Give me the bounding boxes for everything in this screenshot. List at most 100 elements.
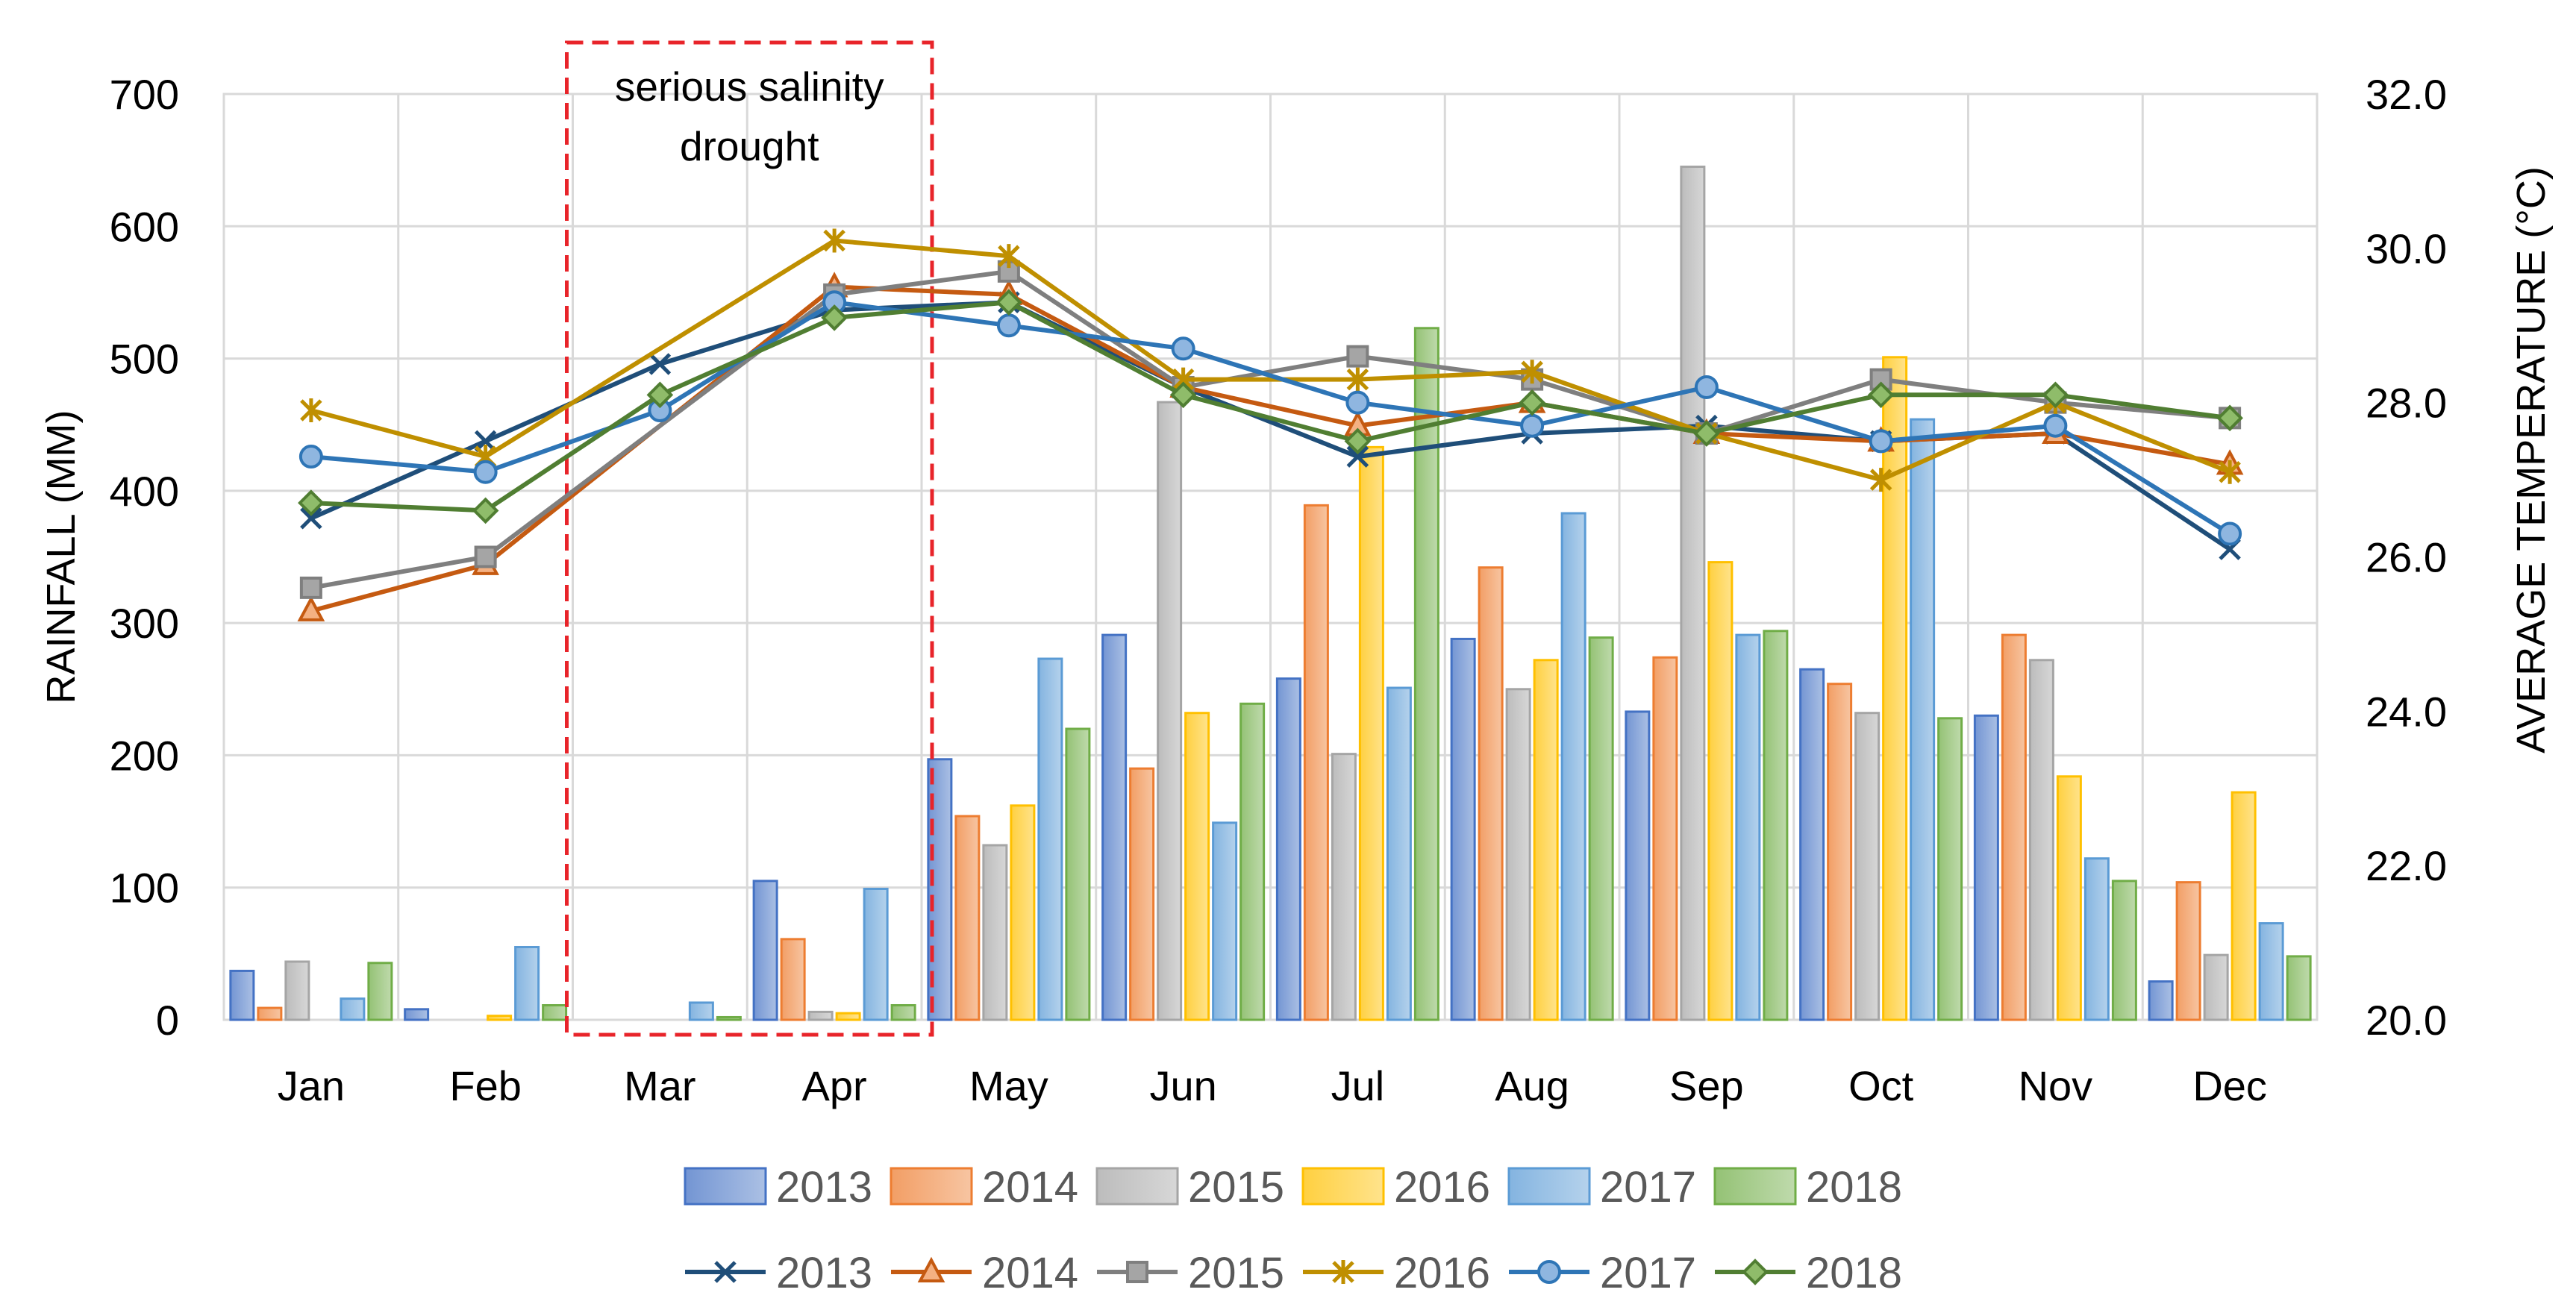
- x-tick-label: Jul: [1331, 1062, 1385, 1109]
- bar-2018-may: [1065, 727, 1091, 1021]
- right-tick-label: 26.0: [2366, 534, 2447, 581]
- bar-2013-sep: [1625, 710, 1651, 1021]
- bar-2016-nov: [2056, 775, 2082, 1021]
- temp-point-2018-apr: [821, 304, 848, 331]
- bar-2018-apr: [890, 1003, 916, 1021]
- right-tick-label: 20.0: [2366, 997, 2447, 1044]
- temp-point-2017-sep: [1694, 375, 1719, 399]
- left-axis-title: RAINFALL (MM): [39, 410, 84, 703]
- x-tick-label: Sep: [1669, 1062, 1744, 1109]
- temp-line-2017: [310, 300, 2231, 536]
- legend-swatch-bar-2013: [684, 1167, 767, 1206]
- legend-label-line: 2017: [1600, 1249, 1696, 1297]
- temp-point-2016-jan: [300, 398, 322, 423]
- bar-2017-oct: [1910, 418, 1936, 1021]
- temp-point-2016-aug: [1521, 360, 1543, 384]
- temp-point-2018-may: [995, 289, 1022, 316]
- bar-2014-jul: [1303, 504, 1329, 1021]
- bar-2017-feb: [514, 945, 540, 1021]
- legend-label-bar: 2017: [1600, 1163, 1696, 1212]
- temp-point-2017-feb: [473, 460, 498, 484]
- temp-point-2016-jul: [1346, 367, 1369, 392]
- temp-point-2017-nov: [2043, 413, 2068, 438]
- bar-2013-aug: [1450, 637, 1476, 1021]
- left-tick-label: 200: [110, 732, 179, 779]
- temp-point-2018-mar: [646, 381, 674, 409]
- bar-2015-dec: [2203, 953, 2229, 1021]
- bar-2018-jul: [1413, 327, 1439, 1021]
- right-tick-label: 32.0: [2366, 71, 2447, 118]
- left-tick-label: 700: [110, 71, 179, 118]
- left-tick-label: 100: [110, 865, 179, 912]
- bar-2016-apr: [835, 1012, 861, 1021]
- legend-marker-2014: [917, 1256, 945, 1282]
- temp-point-2016-oct: [1869, 468, 1892, 492]
- bar-2015-sep: [1680, 166, 1706, 1021]
- bar-2018-sep: [1763, 630, 1789, 1021]
- temp-point-2017-aug: [1520, 413, 1545, 438]
- bar-2013-oct: [1799, 668, 1825, 1021]
- bar-2017-mar: [688, 1001, 714, 1021]
- bar-2014-jan: [257, 1006, 283, 1021]
- bar-2013-may: [927, 758, 953, 1021]
- bar-2013-jun: [1101, 633, 1128, 1021]
- bar-2018-oct: [1937, 717, 1963, 1021]
- left-tick-label: 500: [110, 336, 179, 383]
- legend-label-line: 2015: [1188, 1249, 1284, 1297]
- legend-marker-2013: [714, 1261, 737, 1283]
- temp-point-2018-dec: [2216, 404, 2243, 432]
- bar-2013-nov: [1973, 714, 1999, 1021]
- legend-label-bar: 2014: [982, 1163, 1078, 1212]
- temp-point-2015-jan: [299, 576, 322, 599]
- bar-2014-may: [954, 815, 981, 1021]
- temp-point-2014-jan: [297, 595, 325, 621]
- bar-2018-aug: [1588, 636, 1614, 1021]
- temp-point-2018-aug: [1519, 389, 1545, 416]
- temp-point-2017-jun: [1171, 336, 1195, 361]
- legend-marker-2018: [1742, 1259, 1769, 1285]
- temp-point-2017-jul: [1345, 390, 1370, 415]
- legend-label-line: 2014: [982, 1249, 1078, 1297]
- temp-point-2013-jan: [300, 507, 322, 530]
- rainfall-bars: [229, 166, 2312, 1021]
- bar-2014-jun: [1129, 767, 1155, 1021]
- right-tick-label: 22.0: [2366, 842, 2447, 889]
- x-tick-label: Aug: [1495, 1062, 1569, 1109]
- temp-point-2016-may: [998, 244, 1020, 269]
- bar-2017-jan: [340, 997, 366, 1021]
- bar-2016-feb: [487, 1015, 513, 1021]
- bar-2014-oct: [1827, 683, 1853, 1021]
- bar-2015-aug: [1505, 688, 1531, 1021]
- temp-point-2013-mar: [648, 353, 672, 375]
- legend-label-bar: 2013: [776, 1163, 872, 1212]
- bar-2016-jul: [1358, 445, 1384, 1021]
- bar-2016-may: [1010, 804, 1036, 1021]
- bar-2015-jan: [284, 960, 310, 1021]
- left-tick-label: 600: [110, 203, 179, 250]
- bar-2018-jan: [367, 962, 393, 1021]
- temperature-lines: [297, 228, 2244, 621]
- temp-point-2015-jul: [1346, 345, 1369, 368]
- bar-2014-apr: [780, 938, 806, 1021]
- legend-marker-2015: [1126, 1261, 1148, 1283]
- legend-marker-2016: [1332, 1260, 1354, 1284]
- axes: 0 100 200 300 400 500 600 700 20.0 22.0 24.0 26.0 28…: [39, 71, 2554, 1109]
- legend: 2013 2014 2015 2016 2017 2018 2013 2014 2015 2016…: [684, 1163, 1902, 1297]
- legend-swatch-bar-2016: [1301, 1167, 1385, 1206]
- legend-label-bar: 2018: [1806, 1163, 1902, 1212]
- temp-point-2017-oct: [1869, 429, 1893, 454]
- legend-marker-2017: [1537, 1260, 1561, 1284]
- bar-2017-sep: [1735, 633, 1761, 1021]
- temp-point-2018-sep: [1693, 420, 1720, 447]
- x-tick-label: Oct: [1848, 1062, 1914, 1109]
- bar-2015-jul: [1331, 753, 1357, 1021]
- right-axis-title: AVERAGE TEMPERATURE (°C): [2509, 166, 2554, 753]
- bar-2016-oct: [1882, 356, 1908, 1021]
- legend-label-line: 2018: [1806, 1249, 1902, 1297]
- bar-2018-jun: [1239, 702, 1266, 1021]
- bar-2015-nov: [2028, 659, 2054, 1021]
- x-tick-label: Jun: [1149, 1062, 1216, 1109]
- bar-2015-jun: [1157, 401, 1183, 1021]
- bar-2013-apr: [752, 880, 778, 1021]
